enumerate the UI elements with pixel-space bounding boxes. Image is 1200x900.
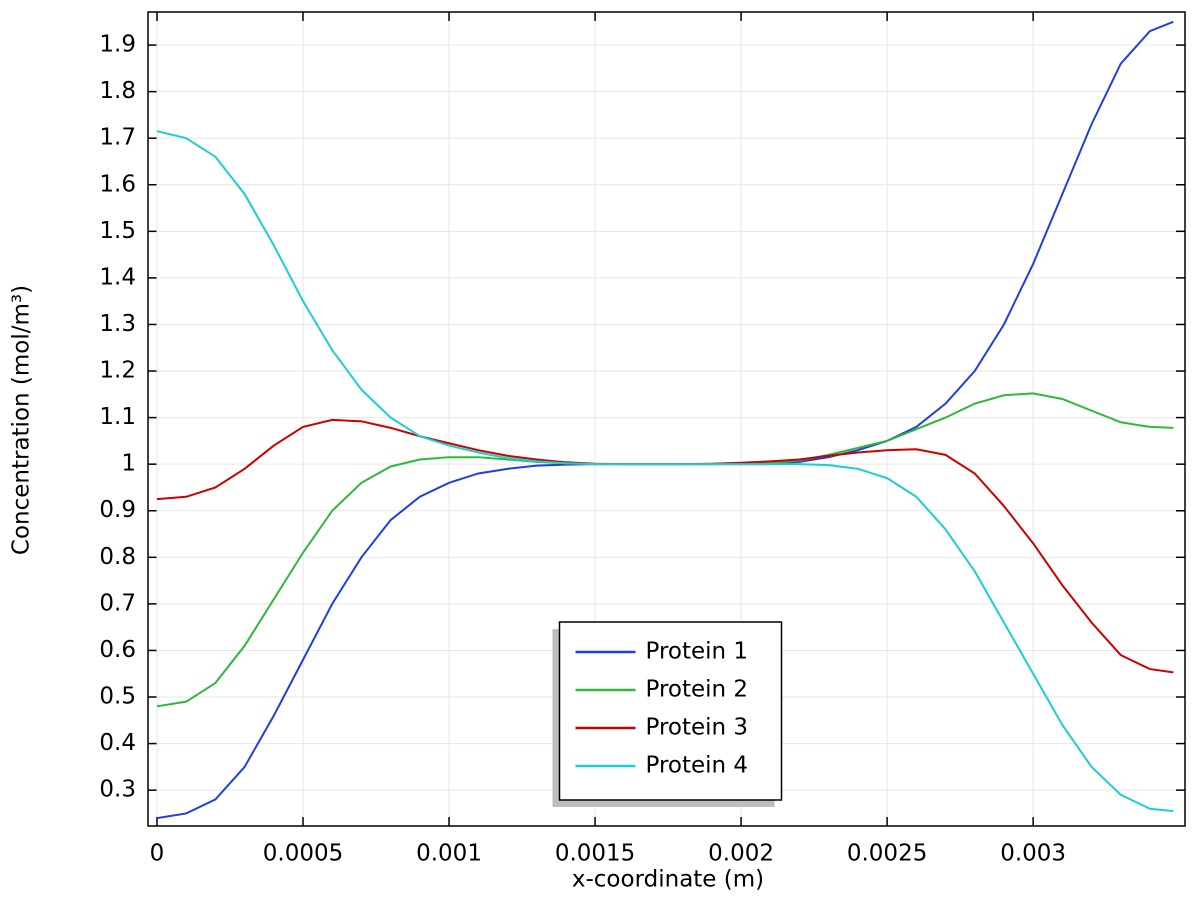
y-tick-label: 1.8 [99,78,136,104]
y-tick-label: 0.8 [99,544,136,570]
y-tick-label: 0.5 [99,684,136,710]
x-tick-label: 0.0015 [555,841,635,867]
y-tick-label: 0.6 [99,637,136,663]
legend-label: Protein 1 [646,639,749,665]
y-tick-label: 0.4 [99,730,136,756]
legend-label: Protein 4 [646,753,749,779]
legend-label: Protein 3 [646,715,749,741]
y-tick-label: 1.2 [99,358,136,384]
y-tick-label: 1.7 [99,125,136,151]
y-tick-label: 1.5 [99,218,136,244]
y-tick-label: 1 [121,451,136,477]
x-tick-label: 0.0005 [263,841,343,867]
legend-label: Protein 2 [646,677,749,703]
legend-box [558,621,783,801]
y-tick-label: 1.6 [99,171,136,197]
x-tick-label: 0.0025 [847,841,927,867]
y-tick-label: 0.7 [99,590,136,616]
y-tick-label: 1.3 [99,311,136,337]
plot-frame [147,11,1186,827]
x-tick-label: 0.001 [416,841,482,867]
y-axis-title: Concentration (mol/m³) [9,285,35,555]
x-axis-title: x-coordinate (m) [572,867,764,893]
y-tick-label: 0.3 [99,777,136,803]
legend: Protein 1 Protein 2 Protein 3 Protein 4 [552,621,783,807]
y-tick-label: 1.9 [99,32,136,58]
x-tick-label: 0.003 [1000,841,1066,867]
y-tick-label: 0.9 [99,497,136,523]
x-tick-label: 0.002 [708,841,774,867]
y-tick-label: 1.4 [99,264,136,290]
y-tick-label: 1.1 [99,404,136,430]
data-line [156,130,1174,813]
x-tick-label: 0 [150,841,165,867]
